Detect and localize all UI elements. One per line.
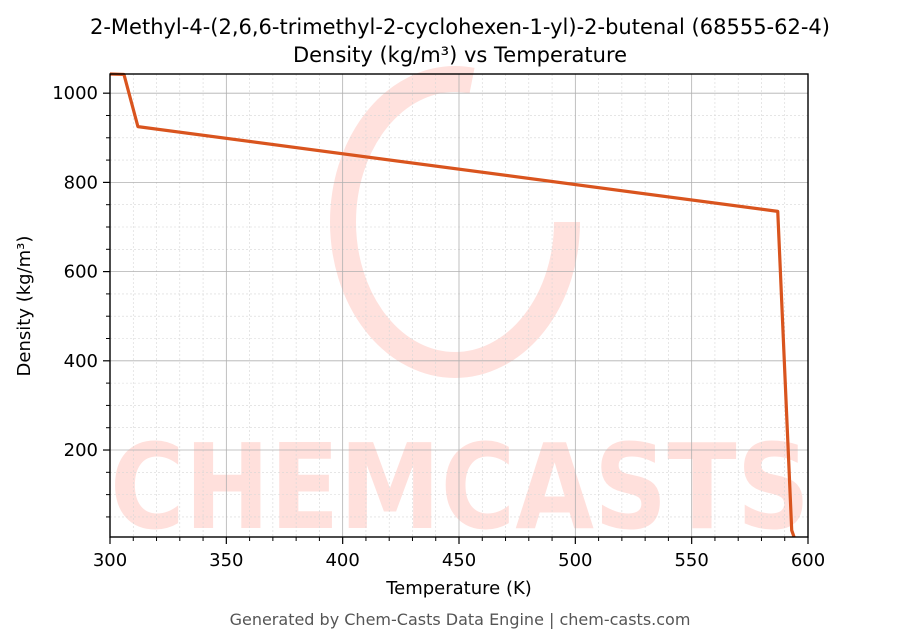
x-tick-label: 500: [558, 550, 592, 571]
footer-credit: Generated by Chem-Casts Data Engine | ch…: [230, 610, 691, 629]
y-tick-label: 600: [64, 262, 98, 283]
axis-ticks: 300 350 400 450 500 550 600 200 400 600 800 1000: [52, 83, 825, 571]
x-tick-label: 300: [93, 550, 127, 571]
y-axis-label: Density (kg/m³): [14, 236, 35, 377]
chart-title: 2-Methyl-4-(2,6,6-trimethyl-2-cyclohexen…: [90, 15, 830, 39]
x-tick-label: 450: [442, 550, 476, 571]
watermark-text: CHEMCASTS: [110, 418, 810, 556]
x-tick-label: 400: [325, 550, 359, 571]
x-axis-label: Temperature (K): [385, 578, 532, 599]
x-tick-label: 550: [674, 550, 708, 571]
x-tick-label: 600: [791, 550, 825, 571]
x-tick-label: 350: [209, 550, 243, 571]
y-tick-label: 800: [64, 172, 98, 193]
watermark: CHEMCASTS: [110, 66, 810, 556]
y-tick-label: 200: [64, 440, 98, 461]
y-tick-label: 400: [64, 351, 98, 372]
watermark-swirl: [330, 66, 580, 378]
chart-subtitle: Density (kg/m³) vs Temperature: [293, 43, 627, 67]
y-tick-label: 1000: [52, 83, 98, 104]
